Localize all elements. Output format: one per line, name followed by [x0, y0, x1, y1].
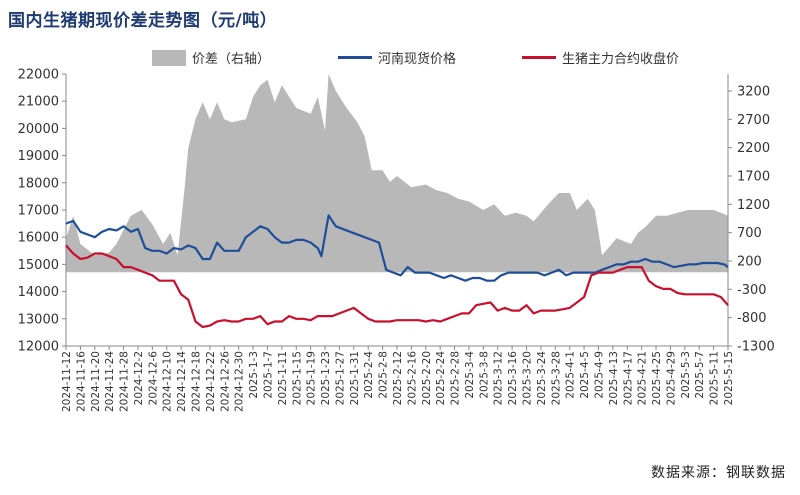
x-tick-label: 2025-5-7: [694, 351, 706, 399]
x-tick-label: 2025-2-28: [450, 351, 462, 405]
x-tick-label: 2025-2-12: [392, 351, 404, 405]
x-tick-label: 2025-3-16: [507, 351, 519, 406]
legend-swatch-futures: [522, 56, 556, 59]
x-tick-label: 2025-3-24: [536, 351, 548, 406]
x-tick-label: 2025-4-9: [593, 351, 605, 399]
left-tick-label: 21000: [18, 95, 59, 110]
x-tick-label: 2025-4-21: [637, 351, 649, 405]
x-tick-label: 2024-12-14: [176, 351, 188, 412]
data-source: 数据来源：钢联数据: [651, 465, 786, 481]
x-tick-label: 2024-11-28: [119, 351, 131, 412]
x-tick-label: 2025-1-27: [334, 351, 346, 405]
x-tick-label: 2024-12-6: [147, 351, 159, 406]
legend-label-futures: 生猪主力合约收盘价: [562, 52, 680, 67]
left-tick-label: 16000: [18, 231, 59, 246]
left-tick-label: 19000: [18, 149, 59, 164]
series-spread-area: [66, 74, 728, 273]
x-tick-label: 2024-12-18: [191, 351, 203, 412]
right-tick-label: 3200: [737, 85, 770, 100]
x-tick-label: 2025-5-11: [709, 351, 721, 405]
x-tick-label: 2025-3-20: [522, 351, 534, 405]
series-spot-price-line: [65, 214, 729, 282]
right-tick-label: 1700: [737, 170, 770, 185]
right-tick-label: 2200: [737, 141, 770, 156]
left-tick-label: 14000: [18, 285, 59, 300]
x-tick-label: 2025-1-23: [320, 351, 332, 405]
right-tick-label: 2700: [737, 113, 770, 128]
x-tick-label: 2025-4-17: [622, 351, 634, 405]
legend-swatch-spot: [338, 56, 372, 59]
left-tick-label: 12000: [18, 340, 59, 355]
left-tick-label: 17000: [18, 204, 59, 219]
right-tick-label: 200: [737, 255, 762, 270]
x-tick-label: 2025-2-16: [406, 351, 418, 406]
legend-swatch-spread: [152, 49, 186, 66]
chart-title: 国内生猪期现价差走势图（元/吨）: [8, 11, 278, 31]
x-tick-label: 2025-4-29: [665, 351, 677, 405]
right-tick-label: 700: [737, 226, 762, 241]
legend-item-spread: 价差（右轴）: [152, 48, 270, 67]
x-tick-label: 2025-2-20: [421, 351, 433, 405]
legend-item-futures: 生猪主力合约收盘价: [522, 48, 679, 67]
left-tick-label: 13000: [18, 312, 59, 327]
x-tick-label: 2025-1-15: [291, 351, 303, 405]
right-tick-label: -300: [737, 283, 767, 298]
x-tick-label: 2024-11-24: [104, 351, 116, 412]
x-tick-label: 2025-2-24: [435, 351, 447, 406]
x-tick-label: 2024-12-22: [205, 351, 217, 412]
legend-item-spot: 河南现货价格: [338, 48, 456, 67]
legend-label-spread: 价差（右轴）: [192, 52, 271, 67]
x-tick-label: 2025-5-15: [723, 351, 735, 405]
x-tick-label: 2024-12-10: [162, 351, 174, 412]
x-tick-label: 2025-4-25: [651, 351, 663, 405]
x-tick-label: 2025-3-8: [478, 351, 490, 399]
left-tick-label: 15000: [18, 258, 59, 273]
x-tick-label: 2025-2-8: [378, 351, 390, 399]
x-tick-label: 2024-12-2: [133, 351, 145, 405]
left-tick-label: 20000: [18, 122, 59, 137]
x-tick-label: 2025-1-19: [306, 351, 318, 405]
x-tick-label: 2025-5-3: [680, 351, 692, 399]
x-tick-label: 2024-12-30: [234, 351, 246, 412]
x-tick-label: 2025-1-31: [349, 351, 361, 405]
x-tick-label: 2025-4-13: [608, 351, 620, 405]
x-tick-label: 2024-12-26: [219, 351, 231, 412]
legend-label-spot: 河南现货价格: [378, 52, 457, 67]
x-tick-label: 2025-1-7: [262, 351, 274, 399]
left-tick-label: 22000: [18, 68, 59, 83]
x-tick-label: 2025-1-3: [248, 351, 260, 399]
x-tick-label: 2025-1-11: [277, 351, 289, 405]
legend: 价差（右轴） 河南现货价格 生猪主力合约收盘价: [0, 48, 800, 70]
left-tick-label: 18000: [18, 176, 59, 191]
right-tick-label: 1200: [737, 198, 770, 213]
series-futures-close-line: [65, 244, 729, 329]
x-tick-label: 2025-3-28: [550, 351, 562, 405]
x-tick-label: 2025-3-12: [493, 351, 505, 405]
x-tick-label: 2024-11-16: [75, 351, 87, 412]
x-tick-label: 2024-11-12: [61, 351, 73, 412]
right-tick-label: -800: [737, 311, 767, 326]
x-tick-label: 2024-11-20: [90, 351, 102, 412]
x-tick-label: 2025-4-5: [579, 351, 591, 399]
x-tick-label: 2025-4-1: [565, 351, 577, 399]
x-tick-label: 2025-2-4: [363, 351, 375, 399]
x-tick-label: 2025-3-4: [464, 351, 476, 399]
right-tick-label: -1300: [737, 340, 775, 355]
